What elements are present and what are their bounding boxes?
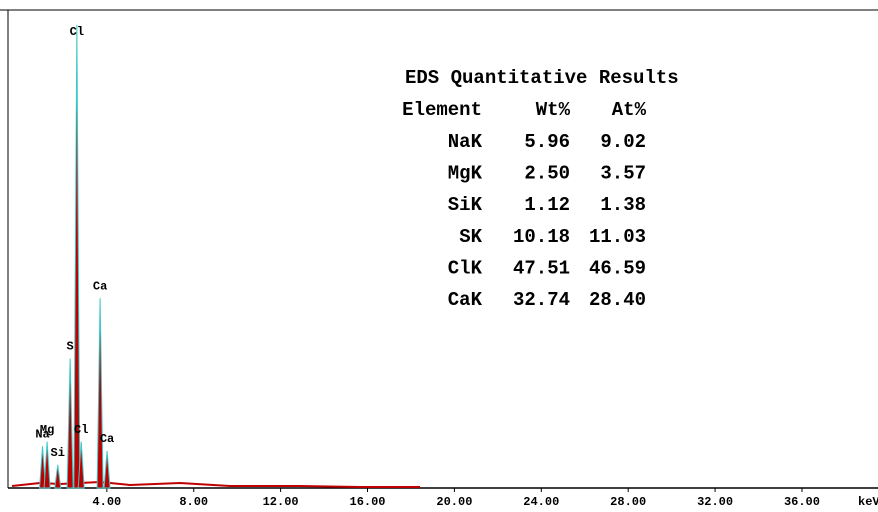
results-header: At%: [612, 99, 647, 121]
results-cell: 10.18: [513, 226, 570, 248]
results-cell: SiK: [448, 194, 483, 216]
peak-label: Cl: [74, 423, 88, 437]
results-cell: 2.50: [524, 163, 570, 185]
x-tick-label: 28.00: [610, 495, 646, 509]
peak-label: S: [67, 340, 74, 354]
peak: [66, 358, 74, 489]
results-cell: 11.03: [589, 226, 646, 248]
results-cell: 28.40: [589, 289, 646, 311]
results-title: EDS Quantitative Results: [405, 67, 679, 89]
peak: [73, 24, 81, 489]
results-cell: 1.38: [600, 194, 646, 216]
results-header: Element: [402, 99, 482, 121]
peak: [54, 464, 62, 489]
results-cell: ClK: [448, 257, 483, 279]
peak-label: Si: [51, 446, 65, 460]
x-tick-label: 16.00: [350, 495, 386, 509]
x-axis-label: keV: [858, 495, 878, 509]
results-cell: CaK: [448, 289, 483, 311]
x-tick-label: 36.00: [784, 495, 820, 509]
peak-label: Ca: [93, 279, 107, 293]
x-tick-label: 20.00: [436, 495, 472, 509]
peak: [39, 446, 47, 489]
peak-label: Mg: [40, 423, 54, 437]
x-tick-label: 24.00: [523, 495, 559, 509]
x-tick-label: 4.00: [92, 495, 121, 509]
results-cell: 3.57: [600, 163, 646, 185]
peak: [77, 441, 85, 489]
x-tick-label: 32.00: [697, 495, 733, 509]
peak-label: Cl: [70, 25, 84, 39]
peak: [96, 298, 104, 489]
x-tick-label: 8.00: [179, 495, 208, 509]
results-cell: 9.02: [600, 131, 646, 153]
results-header: Wt%: [536, 99, 571, 121]
results-cell: MgK: [448, 163, 483, 185]
peak: [43, 441, 51, 489]
results-cell: NaK: [448, 131, 483, 153]
results-cell: 47.51: [513, 257, 570, 279]
x-tick-label: 12.00: [263, 495, 299, 509]
results-cell: 5.96: [524, 131, 570, 153]
results-cell: SK: [459, 226, 482, 248]
peak: [103, 450, 111, 489]
results-cell: 1.12: [524, 194, 570, 216]
peak-label: Ca: [100, 432, 114, 446]
peak-label: Na: [35, 428, 49, 442]
results-cell: 32.74: [513, 289, 570, 311]
results-cell: 46.59: [589, 257, 646, 279]
